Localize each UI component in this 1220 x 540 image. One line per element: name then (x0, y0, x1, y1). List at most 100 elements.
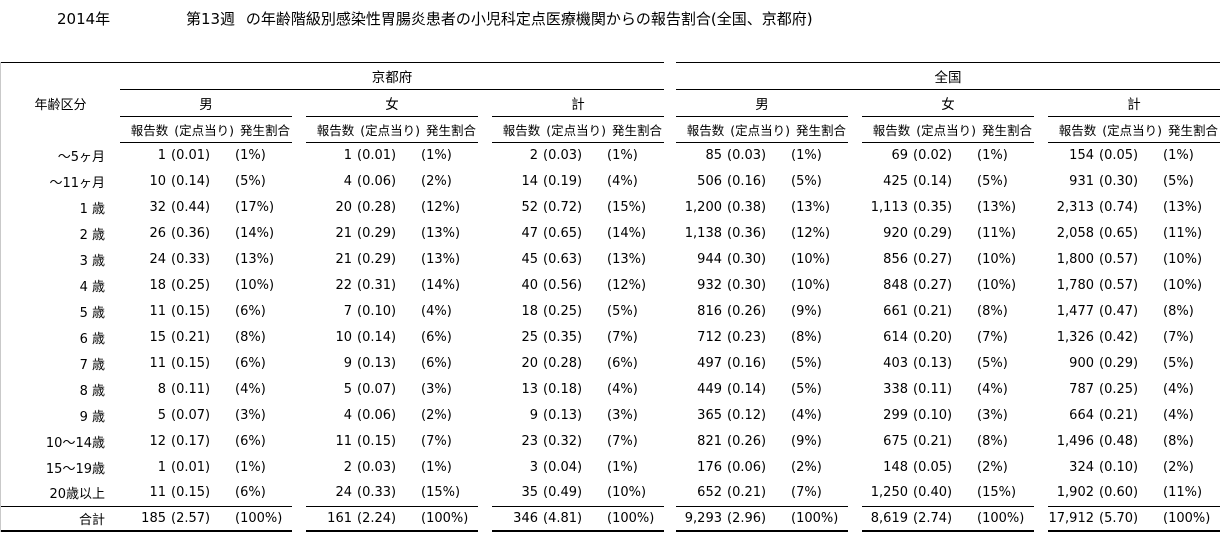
national-male-cell: 712 (0.23) (8%) (676, 324, 848, 350)
per-sentinel-value: (0.49) (543, 485, 583, 501)
report-count: 23 (521, 433, 538, 449)
per-sentinel-value: (2.74) (913, 510, 953, 526)
per-sentinel-value: (0.10) (913, 407, 953, 423)
per-sentinel-value: (0.32) (543, 433, 583, 449)
proportion-value: (10%) (1163, 252, 1203, 268)
age-label: 1 歳 (79, 202, 105, 218)
proportion-value: (5%) (791, 381, 822, 397)
proportion-value: (17%) (235, 200, 275, 216)
proportion-value: (2%) (1163, 459, 1194, 475)
kyoto-male-cell: 24 (0.33) (13%) (120, 247, 292, 273)
kyoto-female-cell: 4 (0.06) (2%) (306, 169, 478, 195)
proportion-value: (7%) (1163, 329, 1194, 345)
measure-header-group: 報告数 (定点当り) 発生割合 (306, 117, 478, 143)
kyoto-total-cell: 14 (0.19) (4%) (492, 169, 664, 195)
report-count: 449 (697, 381, 722, 397)
proportion-value: (12%) (791, 226, 831, 242)
per-sentinel-value: (0.12) (727, 407, 767, 423)
proportion-value: (2%) (421, 174, 452, 190)
proportion-value: (10%) (235, 278, 275, 294)
per-sentinel-value: (0.35) (543, 329, 583, 345)
proportion-value: (100%) (1163, 510, 1211, 526)
per-sentinel-value: (0.14) (171, 174, 211, 190)
reports-header: 報告数 (130, 123, 169, 138)
national-female-cell: 338 (0.11) (4%) (862, 376, 1034, 402)
report-count: 920 (883, 226, 908, 242)
per-sentinel-header: (定点当り) (546, 123, 606, 138)
national-total-cell: 1,477 (0.47) (8%) (1048, 299, 1220, 325)
proportion-value: (5%) (1163, 355, 1194, 371)
table-row: 9 歳 5 (0.07) (3%) 4 (0.06) (2%) 9 (0.13) (3%) … (1, 402, 1220, 428)
report-count: 21 (335, 226, 352, 242)
proportion-value: (4%) (421, 303, 452, 319)
report-count: 24 (149, 252, 166, 268)
proportion-value: (1%) (607, 459, 638, 475)
proportion-value: (6%) (235, 303, 266, 319)
kyoto-male-cell: 26 (0.36) (14%) (120, 221, 292, 247)
report-count: 69 (891, 148, 908, 164)
national-male-cell: 9,293 (2.96) (100%) (676, 505, 848, 532)
per-sentinel-value: (0.65) (543, 226, 583, 242)
per-sentinel-value: (0.10) (1099, 459, 1139, 475)
proportion-value: (13%) (235, 252, 275, 268)
sex-header-national-total: 計 (1048, 90, 1220, 117)
proportion-value: (8%) (977, 303, 1008, 319)
national-male-cell: 449 (0.14) (5%) (676, 376, 848, 402)
report-count: 22 (335, 278, 352, 294)
proportion-value: (100%) (235, 510, 283, 526)
proportion-value: (11%) (1163, 485, 1203, 501)
per-sentinel-value: (0.11) (171, 381, 211, 397)
per-sentinel-value: (0.57) (1099, 252, 1139, 268)
per-sentinel-value: (0.14) (727, 381, 767, 397)
per-sentinel-value: (5.70) (1099, 510, 1139, 526)
report-count: 10 (149, 174, 166, 190)
report-count: 944 (697, 252, 722, 268)
page-title: 2014年 第13週 の年齢階級別感染性胃腸炎患者の小児科定点医療機関からの報告… (0, 8, 1220, 28)
per-sentinel-value: (0.07) (357, 381, 397, 397)
report-count: 1,780 (1056, 278, 1094, 294)
proportion-value: (2%) (791, 459, 822, 475)
per-sentinel-value: (0.01) (171, 148, 211, 164)
per-sentinel-value: (0.63) (543, 252, 583, 268)
kyoto-male-cell: 11 (0.15) (6%) (120, 350, 292, 376)
proportion-value: (7%) (421, 433, 452, 449)
age-label: 3 歳 (79, 254, 105, 270)
kyoto-total-cell: 346 (4.81) (100%) (492, 505, 664, 532)
kyoto-female-cell: 21 (0.29) (13%) (306, 221, 478, 247)
kyoto-total-cell: 9 (0.13) (3%) (492, 402, 664, 428)
proportion-value: (1%) (421, 459, 452, 475)
report-count: 11 (149, 303, 166, 319)
report-count: 85 (705, 148, 722, 164)
report-count: 848 (883, 278, 908, 294)
proportion-value: (1%) (1163, 148, 1194, 164)
per-sentinel-value: (0.28) (357, 200, 397, 216)
national-total-cell: 1,800 (0.57) (10%) (1048, 247, 1220, 273)
report-count: 11 (335, 433, 352, 449)
national-female-cell: 848 (0.27) (10%) (862, 273, 1034, 299)
table-row: 7 歳 11 (0.15) (6%) 9 (0.13) (6%) 20 (0.28) (6%… (1, 350, 1220, 376)
kyoto-male-cell: 185 (2.57) (100%) (120, 505, 292, 532)
report-count: 2,313 (1056, 200, 1094, 216)
age-label: 2 歳 (79, 228, 105, 244)
proportion-value: (1%) (791, 148, 822, 164)
corner-cell (1, 62, 120, 90)
report-count: 9 (529, 407, 538, 423)
per-sentinel-value: (0.16) (727, 355, 767, 371)
kyoto-total-cell: 47 (0.65) (14%) (492, 221, 664, 247)
report-count: 15 (149, 329, 166, 345)
age-label: 20歳以上 (49, 487, 105, 503)
kyoto-female-cell: 24 (0.33) (15%) (306, 480, 478, 506)
report-count: 1,496 (1056, 433, 1094, 449)
per-sentinel-value: (0.13) (357, 355, 397, 371)
report-count: 8,619 (870, 510, 908, 526)
reports-header: 報告数 (872, 123, 911, 138)
per-sentinel-value: (0.33) (171, 252, 211, 268)
per-sentinel-value: (0.03) (357, 459, 397, 475)
title-year: 2014年 (57, 10, 111, 28)
kyoto-female-cell: 161 (2.24) (100%) (306, 505, 478, 532)
proportion-value: (11%) (977, 226, 1017, 242)
per-sentinel-value: (0.01) (357, 148, 397, 164)
national-male-cell: 652 (0.21) (7%) (676, 480, 848, 506)
reports-header: 報告数 (502, 123, 541, 138)
per-sentinel-value: (0.20) (913, 329, 953, 345)
